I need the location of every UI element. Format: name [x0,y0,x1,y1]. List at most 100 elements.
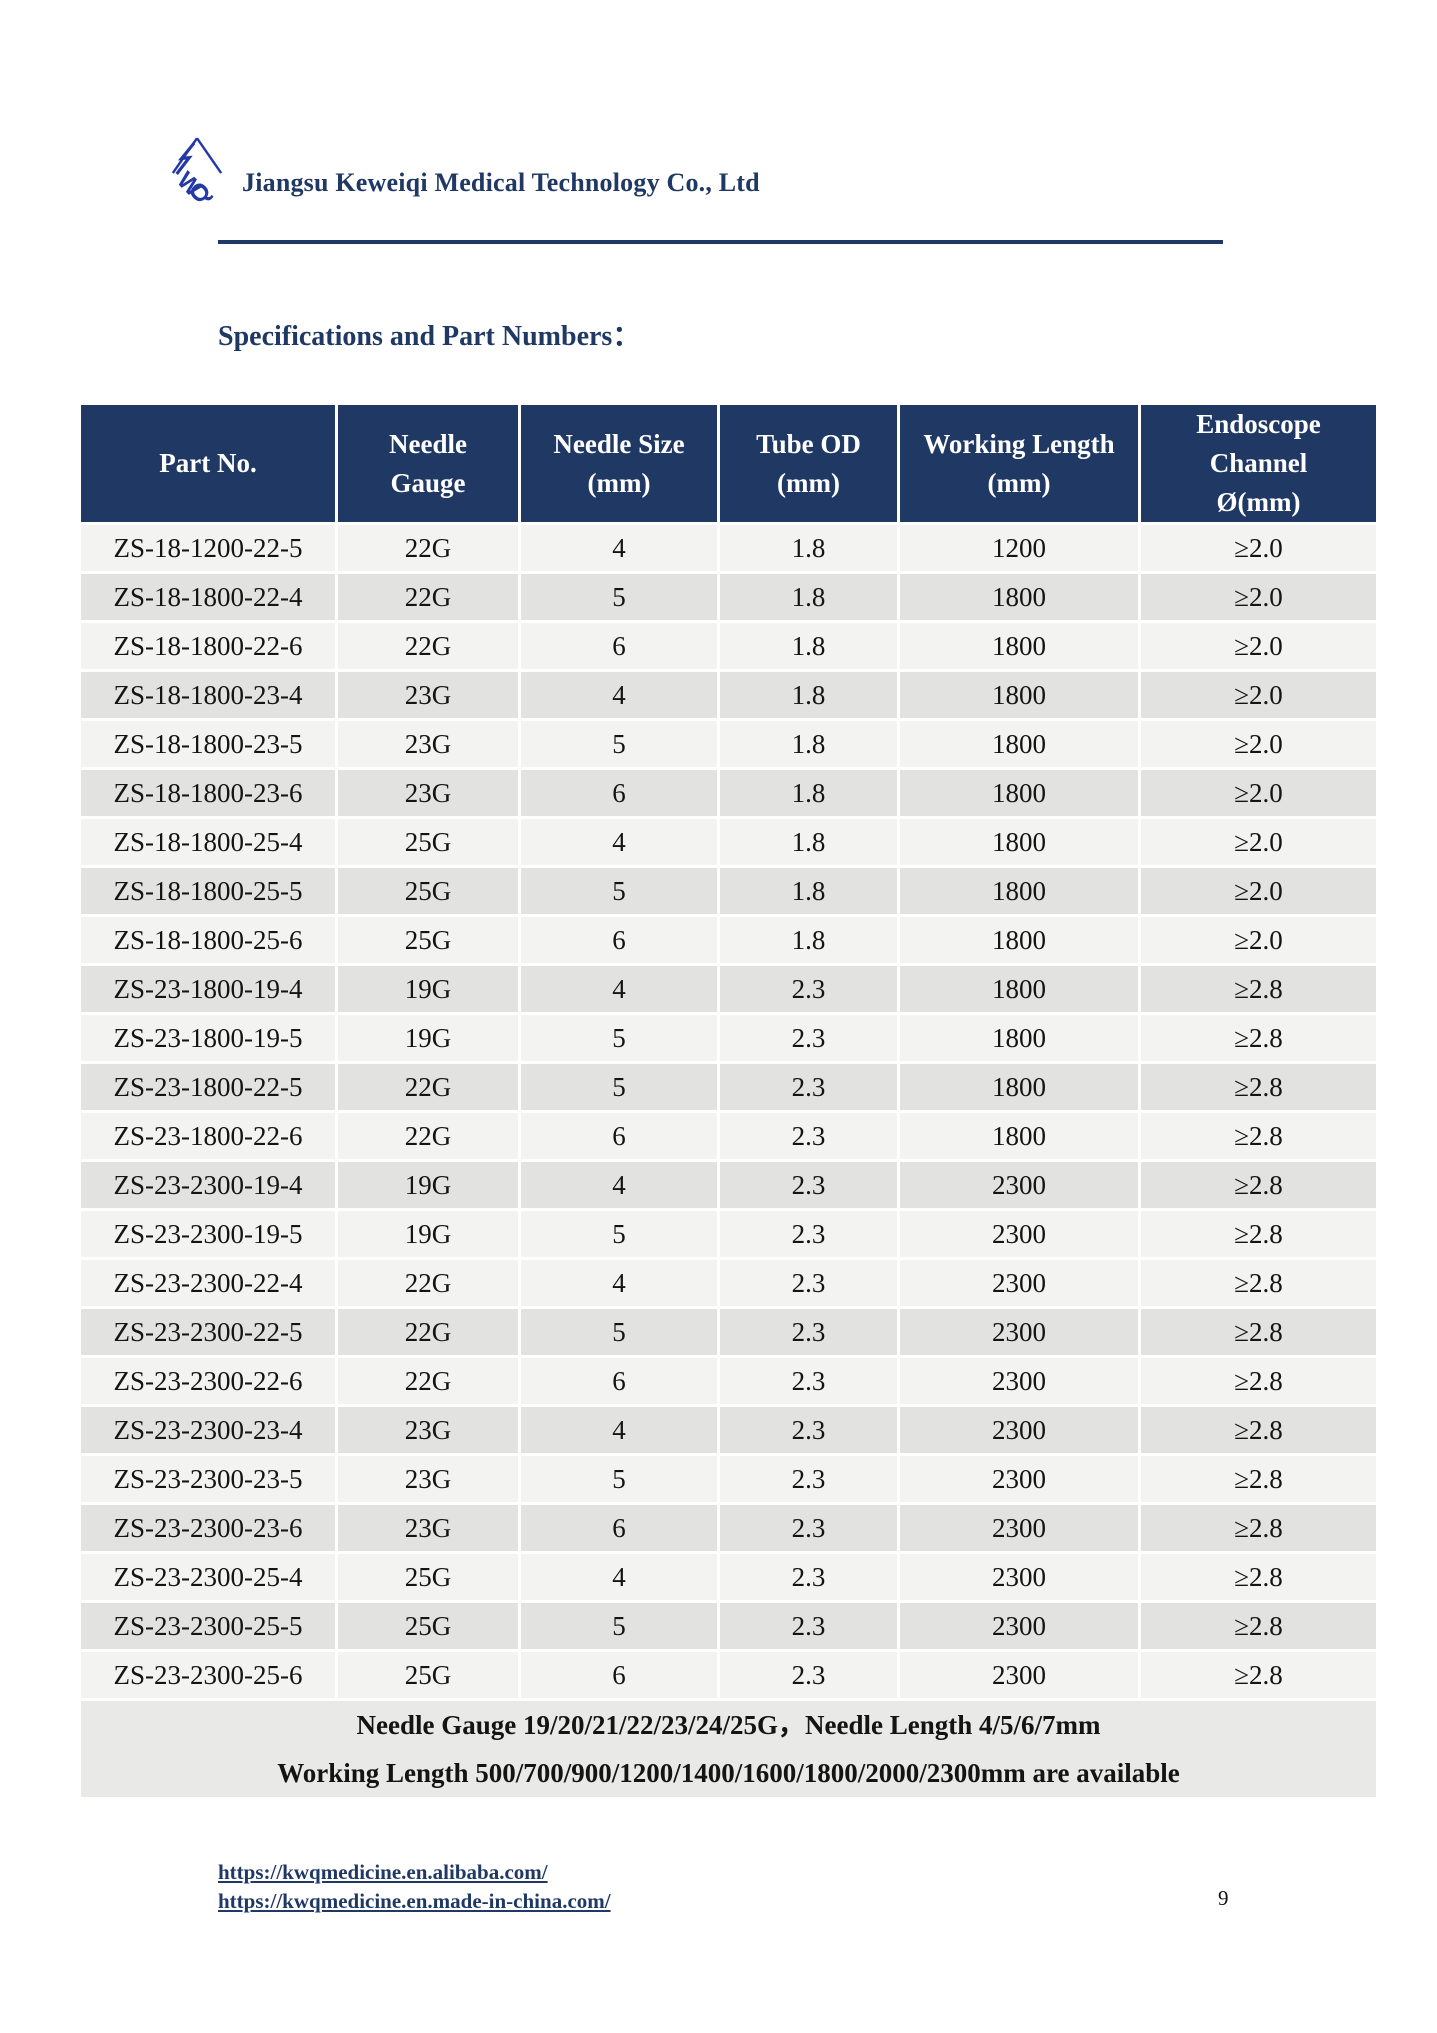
cell-needle_gauge: 22G [335,522,521,574]
cell-needle_size_mm: 5 [518,1453,720,1505]
table-row: ZS-18-1800-23-6 23G 6 1.8 1800 ≥2.0 [78,767,1379,819]
cell-endoscope_channel_mm: ≥2.8 [1138,963,1379,1015]
cell-needle_size_mm: 5 [518,1306,720,1358]
cell-part_no: ZS-18-1800-25-4 [78,816,338,868]
section-title: Specifications and Part Numbers： [218,321,641,352]
cell-needle_gauge: 22G [335,1257,521,1309]
cell-needle_size_mm: 6 [518,1649,720,1701]
cell-working_length_mm: 2300 [897,1453,1141,1505]
company-logo-icon: W Q [168,132,226,216]
cell-needle_gauge: 19G [335,963,521,1015]
table-row: ZS-18-1800-25-6 25G 6 1.8 1800 ≥2.0 [78,914,1379,966]
cell-working_length_mm: 2300 [897,1257,1141,1309]
cell-tube_od_mm: 2.3 [717,1551,900,1603]
cell-part_no: ZS-23-2300-25-4 [78,1551,338,1603]
cell-needle_gauge: 22G [335,1355,521,1407]
cell-tube_od_mm: 2.3 [717,1649,900,1701]
footer-link[interactable]: https://kwqmedicine.en.alibaba.com/ [218,1860,548,1884]
table-row: ZS-18-1800-22-4 22G 5 1.8 1800 ≥2.0 [78,571,1379,623]
cell-working_length_mm: 1800 [897,1012,1141,1064]
cell-needle_size_mm: 4 [518,1257,720,1309]
cell-working_length_mm: 2300 [897,1600,1141,1652]
table-row: ZS-23-1800-22-6 22G 6 2.3 1800 ≥2.8 [78,1110,1379,1162]
cell-needle_gauge: 19G [335,1159,521,1211]
cell-tube_od_mm: 1.8 [717,522,900,574]
cell-part_no: ZS-18-1800-23-6 [78,767,338,819]
cell-part_no: ZS-23-2300-23-5 [78,1453,338,1505]
cell-endoscope_channel_mm: ≥2.8 [1138,1012,1379,1064]
cell-part_no: ZS-18-1800-22-4 [78,571,338,623]
cell-tube_od_mm: 2.3 [717,963,900,1015]
cell-endoscope_channel_mm: ≥2.0 [1138,718,1379,770]
cell-working_length_mm: 2300 [897,1551,1141,1603]
cell-endoscope_channel_mm: ≥2.8 [1138,1159,1379,1211]
cell-needle_size_mm: 5 [518,1600,720,1652]
cell-tube_od_mm: 1.8 [717,620,900,672]
footer-link[interactable]: https://kwqmedicine.en.made-in-china.com… [218,1889,611,1913]
column-header-needle_gauge: Needle Gauge [335,402,521,525]
table-row: ZS-18-1800-22-6 22G 6 1.8 1800 ≥2.0 [78,620,1379,672]
cell-tube_od_mm: 2.3 [717,1502,900,1554]
cell-part_no: ZS-23-2300-25-6 [78,1649,338,1701]
cell-working_length_mm: 2300 [897,1208,1141,1260]
cell-needle_gauge: 25G [335,1551,521,1603]
cell-tube_od_mm: 2.3 [717,1257,900,1309]
table-notes-row: Needle Gauge 19/20/21/22/23/24/25G，Needl… [78,1698,1379,1800]
cell-endoscope_channel_mm: ≥2.8 [1138,1355,1379,1407]
cell-needle_gauge: 19G [335,1208,521,1260]
cell-needle_gauge: 22G [335,620,521,672]
cell-endoscope_channel_mm: ≥2.8 [1138,1502,1379,1554]
cell-tube_od_mm: 1.8 [717,718,900,770]
cell-endoscope_channel_mm: ≥2.0 [1138,522,1379,574]
cell-working_length_mm: 1800 [897,816,1141,868]
cell-needle_size_mm: 6 [518,914,720,966]
table-row: ZS-23-1800-19-5 19G 5 2.3 1800 ≥2.8 [78,1012,1379,1064]
cell-endoscope_channel_mm: ≥2.0 [1138,914,1379,966]
logo-diamond-strokes [171,137,223,175]
cell-endoscope_channel_mm: ≥2.0 [1138,571,1379,623]
cell-tube_od_mm: 2.3 [717,1306,900,1358]
cell-endoscope_channel_mm: ≥2.0 [1138,669,1379,721]
cell-part_no: ZS-23-1800-22-6 [78,1110,338,1162]
cell-needle_size_mm: 5 [518,1208,720,1260]
cell-tube_od_mm: 2.3 [717,1061,900,1113]
cell-needle_gauge: 22G [335,571,521,623]
cell-working_length_mm: 1800 [897,718,1141,770]
table-row: ZS-23-2300-22-5 22G 5 2.3 2300 ≥2.8 [78,1306,1379,1358]
cell-tube_od_mm: 2.3 [717,1404,900,1456]
spec-table: Part No. Needle Gauge Needle Size (mm) Tube O… [78,402,1379,1800]
column-header-tube_od_mm: Tube OD (mm) [717,402,900,525]
cell-needle_size_mm: 6 [518,620,720,672]
cell-needle_gauge: 25G [335,816,521,868]
cell-needle_gauge: 23G [335,1404,521,1456]
cell-endoscope_channel_mm: ≥2.8 [1138,1208,1379,1260]
cell-part_no: ZS-23-1800-19-5 [78,1012,338,1064]
cell-endoscope_channel_mm: ≥2.8 [1138,1453,1379,1505]
cell-tube_od_mm: 1.8 [717,571,900,623]
cell-needle_gauge: 23G [335,1453,521,1505]
cell-needle_size_mm: 4 [518,963,720,1015]
cell-tube_od_mm: 2.3 [717,1159,900,1211]
table-row: ZS-23-2300-22-4 22G 4 2.3 2300 ≥2.8 [78,1257,1379,1309]
cell-part_no: ZS-18-1800-25-6 [78,914,338,966]
cell-needle_gauge: 19G [335,1012,521,1064]
cell-needle_gauge: 25G [335,1600,521,1652]
cell-tube_od_mm: 2.3 [717,1012,900,1064]
cell-working_length_mm: 2300 [897,1306,1141,1358]
cell-needle_size_mm: 5 [518,1012,720,1064]
cell-needle_size_mm: 4 [518,669,720,721]
cell-tube_od_mm: 2.3 [717,1453,900,1505]
column-header-working_length_mm: Working Length (mm) [897,402,1141,525]
table-row: ZS-18-1800-25-4 25G 4 1.8 1800 ≥2.0 [78,816,1379,868]
cell-tube_od_mm: 2.3 [717,1208,900,1260]
cell-part_no: ZS-18-1800-23-4 [78,669,338,721]
cell-endoscope_channel_mm: ≥2.8 [1138,1110,1379,1162]
header-divider [218,240,1223,244]
table-row: ZS-18-1800-25-5 25G 5 1.8 1800 ≥2.0 [78,865,1379,917]
cell-working_length_mm: 1800 [897,620,1141,672]
cell-needle_gauge: 25G [335,914,521,966]
cell-part_no: ZS-23-2300-23-4 [78,1404,338,1456]
cell-endoscope_channel_mm: ≥2.8 [1138,1600,1379,1652]
cell-part_no: ZS-18-1800-22-6 [78,620,338,672]
